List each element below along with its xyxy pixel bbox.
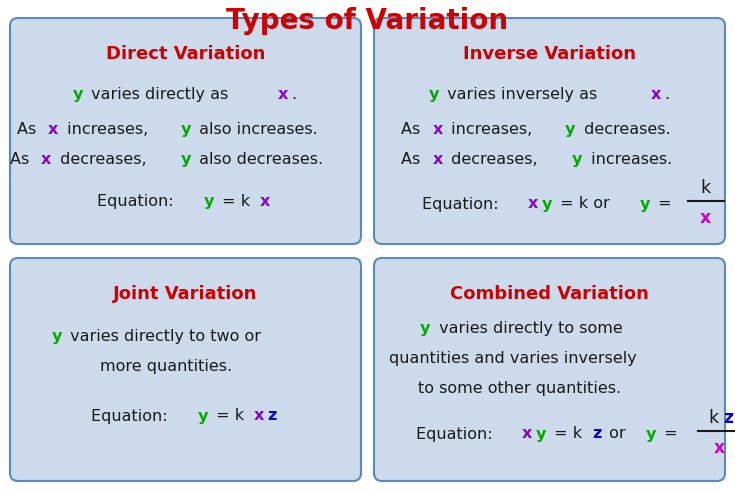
Text: = k: = k	[217, 193, 250, 209]
Text: Direct Variation: Direct Variation	[106, 45, 265, 63]
Text: k: k	[709, 409, 719, 427]
Text: x: x	[41, 152, 51, 166]
Text: Equation:: Equation:	[98, 193, 179, 209]
FancyBboxPatch shape	[10, 258, 361, 481]
Text: As: As	[16, 121, 41, 136]
Text: Equation:: Equation:	[422, 196, 503, 212]
Text: k: k	[700, 179, 711, 197]
Text: x: x	[714, 439, 725, 457]
Text: x: x	[433, 121, 443, 136]
Text: decreases,: decreases,	[54, 152, 151, 166]
Text: y: y	[572, 152, 583, 166]
Text: x: x	[49, 121, 59, 136]
Text: also increases.: also increases.	[194, 121, 318, 136]
Text: z: z	[592, 427, 601, 441]
Text: to some other quantities.: to some other quantities.	[417, 382, 621, 397]
Text: As: As	[401, 121, 426, 136]
Text: decreases,: decreases,	[446, 152, 543, 166]
Text: Inverse Variation: Inverse Variation	[463, 45, 636, 63]
Text: = k: = k	[211, 409, 244, 424]
Text: y: y	[542, 196, 552, 212]
Text: z: z	[723, 409, 734, 427]
Text: .: .	[664, 86, 669, 102]
Text: As: As	[401, 152, 426, 166]
Text: y: y	[198, 409, 208, 424]
Text: = k or: = k or	[555, 196, 620, 212]
FancyBboxPatch shape	[10, 18, 361, 244]
Text: x: x	[278, 86, 288, 102]
Text: also decreases.: also decreases.	[194, 152, 323, 166]
Text: y: y	[73, 86, 83, 102]
Text: x: x	[433, 152, 443, 166]
FancyBboxPatch shape	[374, 258, 725, 481]
Text: x: x	[254, 409, 265, 424]
Text: Combined Variation: Combined Variation	[450, 285, 649, 303]
Text: .: .	[291, 86, 296, 102]
Text: varies inversely as: varies inversely as	[442, 86, 603, 102]
Text: Types of Variation: Types of Variation	[226, 7, 509, 35]
Text: decreases.: decreases.	[578, 121, 670, 136]
Text: =: =	[659, 427, 678, 441]
Text: increases.: increases.	[586, 152, 672, 166]
Text: As: As	[10, 152, 34, 166]
Text: =: =	[653, 196, 672, 212]
Text: x: x	[522, 427, 532, 441]
Text: y: y	[645, 427, 656, 441]
Text: increases,: increases,	[446, 121, 538, 136]
Text: Joint Variation: Joint Variation	[113, 285, 258, 303]
Text: y: y	[51, 328, 62, 344]
FancyBboxPatch shape	[374, 18, 725, 244]
Text: varies directly as: varies directly as	[87, 86, 234, 102]
Text: y: y	[565, 121, 576, 136]
Text: Equation:: Equation:	[91, 409, 173, 424]
Text: varies directly to two or: varies directly to two or	[65, 328, 261, 344]
Text: or: or	[604, 427, 636, 441]
Text: y: y	[204, 193, 214, 209]
Text: = k: = k	[549, 427, 582, 441]
Text: y: y	[429, 86, 439, 102]
Text: y: y	[536, 427, 546, 441]
Text: x: x	[528, 196, 539, 212]
Text: y: y	[639, 196, 650, 212]
Text: x: x	[260, 193, 270, 209]
Text: z: z	[268, 409, 277, 424]
Text: y: y	[180, 152, 190, 166]
Text: quantities and varies inversely: quantities and varies inversely	[389, 352, 637, 366]
Text: varies directly to some: varies directly to some	[434, 322, 623, 336]
Text: Equation:: Equation:	[416, 427, 498, 441]
Text: y: y	[420, 322, 431, 336]
Text: more quantities.: more quantities.	[100, 358, 232, 374]
Text: x: x	[700, 209, 711, 227]
Text: y: y	[180, 121, 190, 136]
Text: increases,: increases,	[62, 121, 153, 136]
Text: x: x	[650, 86, 661, 102]
